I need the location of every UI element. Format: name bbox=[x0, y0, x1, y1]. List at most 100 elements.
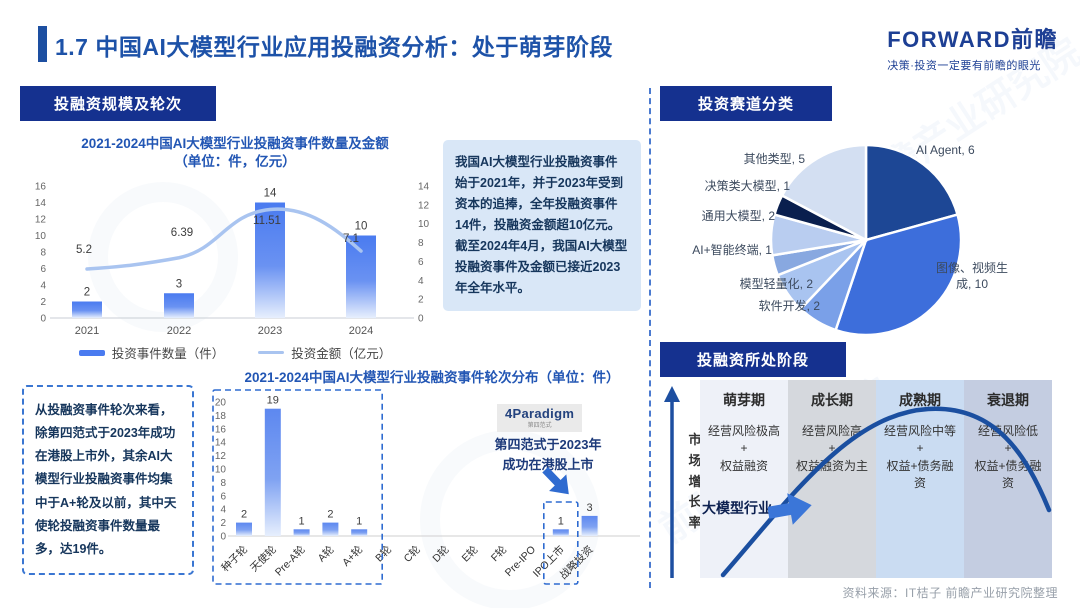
bar-2022 bbox=[164, 293, 194, 318]
section-badge-tracks: 投资赛道分类 bbox=[660, 86, 832, 121]
bar-天使轮 bbox=[264, 408, 281, 536]
bar-value-label: 14 bbox=[264, 188, 277, 200]
right-axis-tick: 6 bbox=[418, 257, 424, 268]
ipo-annotation-text: 第四范式于2023年成功在港股上市 bbox=[494, 437, 602, 472]
growth-axis-char: 场 bbox=[688, 452, 702, 468]
right-axis-tick: 8 bbox=[418, 238, 424, 249]
x-tick-label: 2024 bbox=[349, 325, 373, 337]
pie-label: AI+智能终端, 1 bbox=[692, 243, 772, 257]
section-badge-funding: 投融资规模及轮次 bbox=[20, 86, 216, 121]
right-axis-tick: 4 bbox=[418, 276, 424, 287]
combo-chart-events-amount: 0 2 4 6 8 10 12 14 16 0 2 4 6 8 10 12 14 2021 2022 2023 2024… bbox=[35, 182, 430, 338]
section-divider bbox=[649, 88, 651, 588]
right-axis-tick: 10 bbox=[418, 219, 430, 230]
growth-axis-char: 市 bbox=[688, 432, 702, 447]
right-axis-tick: 0 bbox=[418, 314, 424, 325]
line-value-label: 7.1 bbox=[343, 233, 359, 245]
y-axis-tick: 10 bbox=[215, 465, 227, 476]
y-axis-tick: 0 bbox=[220, 532, 226, 543]
lifecycle-phases: 萌芽期 经营风险极高 + 权益融资 成长期 经营风险高 + 权益融资为主 成熟期 经营风险中等 + 权… bbox=[700, 380, 1052, 578]
y-axis-tick: 12 bbox=[215, 451, 227, 462]
legend-item-bars: 投资事件数量（件） bbox=[78, 343, 225, 362]
left-axis-tick: 12 bbox=[35, 215, 47, 226]
pie-label: 软件开发, 2 bbox=[758, 299, 820, 313]
y-axis-tick: 16 bbox=[215, 424, 227, 435]
phase-detail: + bbox=[828, 441, 836, 456]
industry-position-arrow-icon bbox=[768, 493, 812, 525]
left-axis-tick: 10 bbox=[35, 231, 47, 242]
paradigm-logo: 4Paradigm 第四范式 bbox=[497, 404, 583, 432]
pie-slice bbox=[864, 143, 960, 242]
source-note: 资料来源：IT桔子 前瞻产业研究院整理 bbox=[842, 586, 1058, 600]
pie-label: 图像、视频生成, 10 bbox=[936, 261, 1009, 292]
pie-svg bbox=[769, 143, 963, 337]
phase-name: 成熟期 bbox=[899, 392, 941, 408]
line-series bbox=[85, 207, 363, 271]
highlight-box bbox=[542, 501, 579, 585]
bar-legend-marker bbox=[78, 349, 105, 356]
phase-detail: 权益融资为主 bbox=[795, 458, 868, 473]
chart1-title-line2: （单位：件，亿元） bbox=[174, 154, 296, 170]
growth-axis-char: 率 bbox=[688, 515, 702, 531]
brand-logo: FORWARD前瞻 决策·投资一定要有前瞻的眼光 bbox=[887, 22, 1058, 73]
title-accent-bar bbox=[38, 26, 47, 62]
chart1-title-line1: 2021-2024中国AI大模型行业投融资事件数量及金额 bbox=[81, 136, 389, 151]
pie-label: 其他类型, 5 bbox=[743, 152, 805, 166]
line-legend-label: 投资金额（亿元） bbox=[291, 347, 392, 361]
x-tick-label: C轮 bbox=[401, 543, 423, 565]
bar-IPO上市 bbox=[552, 529, 569, 536]
round-distribution-chart: 024681012141618202种子轮19天使轮1Pre-A轮2A轮1A+轮… bbox=[212, 389, 640, 585]
left-axis-tick: 4 bbox=[40, 281, 46, 292]
bar-value-label: 2 bbox=[84, 287, 90, 299]
bar-value-label: 1 bbox=[299, 515, 305, 527]
left-axis-tick: 8 bbox=[40, 248, 46, 259]
phase-column: 萌芽期 经营风险极高 + 权益融资 bbox=[700, 380, 788, 578]
x-tick-label: A+轮 bbox=[339, 543, 365, 569]
pie-slice bbox=[834, 213, 963, 337]
phase-column: 成长期 经营风险高 + 权益融资为主 bbox=[788, 380, 876, 578]
y-axis-tick: 20 bbox=[215, 398, 227, 409]
phase-detail: + bbox=[1004, 441, 1012, 456]
phase-name: 衰退期 bbox=[987, 392, 1029, 408]
x-tick-label: A轮 bbox=[315, 543, 337, 565]
phase-column: 成熟期 经营风险中等 + 权益+债务融资 bbox=[876, 380, 964, 578]
y-axis-tick: 14 bbox=[215, 438, 227, 449]
line-value-label: 11.51 bbox=[253, 215, 281, 227]
industry-position-label: 大模型行业 bbox=[702, 500, 772, 516]
x-tick-label: Pre-A轮 bbox=[272, 543, 308, 579]
x-tick-label: D轮 bbox=[430, 543, 452, 565]
phase-detail: + bbox=[740, 441, 748, 456]
highlight-box bbox=[212, 389, 383, 585]
left-axis-tick: 0 bbox=[40, 314, 46, 325]
x-tick-label: 2022 bbox=[167, 325, 191, 337]
left-axis-tick: 6 bbox=[40, 264, 46, 275]
bar-value-label: 1 bbox=[356, 515, 362, 527]
growth-axis-label: 市场增长率 bbox=[687, 430, 703, 534]
bar-2021 bbox=[72, 301, 102, 318]
x-tick-label: 种子轮 bbox=[219, 543, 251, 575]
x-tick-label: E轮 bbox=[459, 543, 481, 565]
growth-axis-char: 增 bbox=[688, 473, 702, 489]
line-value-label: 6.39 bbox=[171, 227, 193, 239]
phase-detail: + bbox=[916, 441, 924, 456]
y-axis-tick: 4 bbox=[220, 505, 226, 516]
phase-detail: 经营风险极高 bbox=[707, 424, 780, 438]
bar-2023 bbox=[255, 202, 285, 318]
legend-item-line: 投资金额（亿元） bbox=[258, 343, 391, 362]
bar-A+轮 bbox=[351, 529, 368, 536]
ipo-arrow-icon bbox=[542, 466, 569, 495]
pie-label: 决策类大模型, 1 bbox=[704, 179, 790, 193]
line-value-label: 5.2 bbox=[76, 244, 92, 256]
phase-detail: 经营风险中等 bbox=[883, 424, 956, 438]
bar-legend-label: 投资事件数量（件） bbox=[111, 347, 225, 361]
bar-种子轮 bbox=[236, 522, 252, 536]
y-axis-tick: 2 bbox=[220, 518, 226, 529]
bar-value-label: 2 bbox=[327, 509, 333, 521]
bar-A轮 bbox=[322, 522, 339, 536]
left-axis-tick: 16 bbox=[35, 182, 47, 193]
chart2-title: 2021-2024中国AI大模型行业投融资事件轮次分布（单位：件） bbox=[244, 370, 620, 385]
bar-战略投资 bbox=[581, 515, 598, 536]
section-badge-stage: 投融资所处阶段 bbox=[660, 342, 846, 377]
page-title: 1.7 中国AI大模型行业应用投融资分析：处于萌芽阶段 bbox=[55, 34, 613, 60]
